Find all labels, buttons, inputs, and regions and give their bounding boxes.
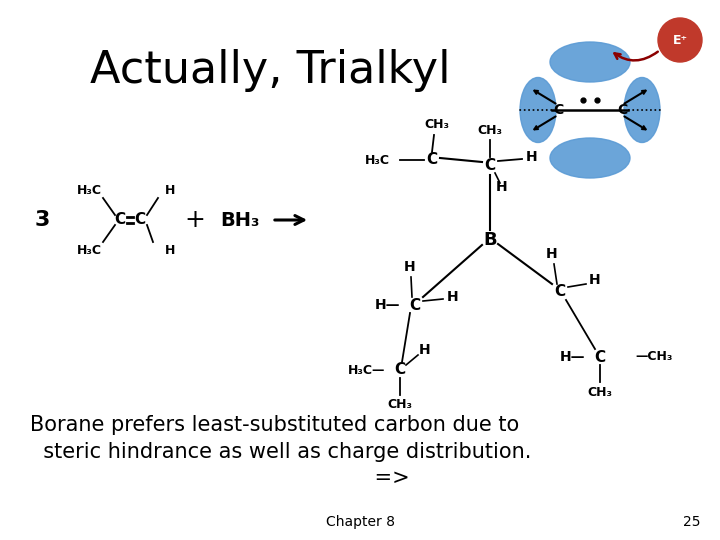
Text: CH₃: CH₃ [387,399,413,411]
Text: C: C [395,362,405,377]
Text: C: C [135,213,145,227]
Text: C: C [617,103,627,117]
Ellipse shape [564,89,616,131]
Text: E⁺: E⁺ [672,33,688,46]
Text: H: H [589,273,600,287]
Text: CH₃: CH₃ [477,124,503,137]
Text: H: H [496,180,508,194]
Text: Borane prefers least-substituted carbon due to: Borane prefers least-substituted carbon … [30,415,519,435]
Text: C: C [485,158,495,172]
Text: C: C [114,213,125,227]
Text: CH₃: CH₃ [425,118,449,132]
Ellipse shape [520,78,556,143]
Circle shape [658,18,702,62]
Text: H: H [165,244,176,256]
Ellipse shape [624,78,660,143]
Text: H₃C: H₃C [365,153,390,166]
Text: C: C [410,298,420,313]
Text: C: C [554,285,566,300]
Text: Actually, Trialkyl: Actually, Trialkyl [90,49,450,91]
Text: CH₃: CH₃ [588,386,613,399]
Text: B: B [483,231,497,249]
Text: H: H [165,184,176,197]
Text: —CH₃: —CH₃ [635,350,672,363]
Text: steric hindrance as well as charge distribution.: steric hindrance as well as charge distr… [30,442,531,462]
Text: 25: 25 [683,515,700,529]
Text: H: H [526,150,538,164]
Text: H: H [404,260,416,274]
Text: +: + [184,208,205,232]
Text: H₃C: H₃C [77,184,102,197]
Ellipse shape [550,42,630,82]
Text: C: C [553,103,563,117]
Text: C: C [426,152,438,167]
Text: 3: 3 [35,210,50,230]
Text: =>: => [30,468,410,488]
Text: H: H [546,247,558,261]
Text: BH₃: BH₃ [220,211,260,229]
Text: H₃C: H₃C [77,244,102,256]
Text: H: H [447,290,459,304]
Text: C: C [595,349,606,364]
Text: H—: H— [559,350,585,364]
Ellipse shape [550,138,630,178]
Text: Chapter 8: Chapter 8 [325,515,395,529]
Text: H: H [419,343,431,357]
Text: H—: H— [374,298,400,312]
Text: H₃C—: H₃C— [348,363,385,376]
